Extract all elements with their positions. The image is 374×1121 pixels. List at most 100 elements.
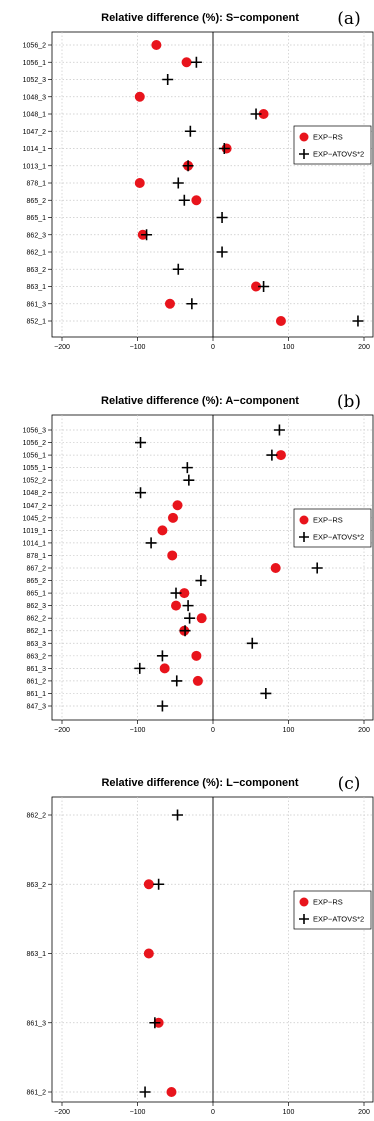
- y-tick-label: 867_2: [27, 566, 47, 573]
- point-exp-rs: [275, 450, 286, 461]
- x-tick-label: 200: [358, 1109, 370, 1116]
- y-tick-label: 861_3: [27, 301, 47, 308]
- legend-box: [293, 125, 372, 165]
- y-tick-label: 1048_2: [23, 490, 46, 497]
- point-exp-rs: [251, 281, 262, 292]
- point-exp-rs: [143, 879, 154, 890]
- y-tick-label: 861_3: [27, 666, 47, 673]
- point-exp-rs: [172, 500, 183, 511]
- point-exp-atovs: [172, 263, 184, 275]
- point-exp-rs: [258, 109, 269, 119]
- panel-label-c: (c): [338, 774, 361, 794]
- point-exp-atovs: [162, 74, 174, 85]
- y-tick-label: 1045_2: [23, 515, 46, 522]
- x-tick-label: −100: [130, 1109, 146, 1116]
- x-tick-label: 100: [283, 344, 295, 351]
- plot-frame: [51, 796, 374, 1103]
- x-tick-label: 100: [283, 1109, 295, 1116]
- point-exp-atovs: [352, 315, 364, 327]
- panel-label-a: (a): [337, 9, 360, 29]
- point-exp-rs: [167, 550, 178, 561]
- x-tick-label: 0: [211, 344, 215, 351]
- point-exp-atovs: [135, 487, 147, 499]
- point-exp-atovs: [134, 662, 146, 674]
- point-exp-rs: [157, 525, 168, 536]
- point-exp-atovs: [156, 650, 168, 662]
- y-tick-label: 1019_1: [23, 528, 46, 535]
- y-tick-label: 1047_2: [23, 129, 46, 136]
- y-tick-label: 1056_2: [23, 440, 46, 447]
- legend-marker-exp-rs: [299, 897, 309, 907]
- point-exp-atovs: [186, 298, 198, 310]
- legend-label: EXP−RS: [313, 133, 343, 142]
- panel-a-component: Relative difference (%): A−component (b)…: [23, 392, 374, 734]
- x-tick-label: −100: [130, 727, 146, 734]
- point-exp-atovs: [178, 194, 190, 206]
- point-exp-rs: [134, 91, 145, 102]
- point-exp-atovs: [195, 575, 207, 587]
- panel-label-b: (b): [337, 392, 361, 412]
- y-tick-label: 1055_1: [23, 465, 46, 472]
- point-exp-atovs: [171, 675, 183, 687]
- y-tick-label: 861_3: [27, 1020, 47, 1027]
- point-exp-atovs: [183, 474, 195, 486]
- point-exp-atovs: [260, 687, 272, 699]
- point-exp-atovs: [218, 143, 230, 154]
- point-exp-rs: [181, 57, 192, 68]
- legend-label: EXP−ATOVS*2: [313, 915, 364, 924]
- point-exp-atovs: [184, 125, 196, 137]
- y-tick-label: 878_1: [27, 181, 47, 188]
- point-exp-rs: [167, 512, 178, 523]
- y-tick-label: 865_2: [27, 578, 47, 585]
- plot-area-l: 862_2 863_2 863_1 861_3 861_2 −200 −100 0 100 200…: [27, 796, 374, 1116]
- x-tick-label: −200: [54, 1109, 70, 1116]
- legend-label: EXP−ATOVS*2: [313, 150, 364, 159]
- point-exp-rs: [275, 316, 286, 326]
- point-exp-rs: [179, 588, 190, 599]
- x-tick-label: 200: [358, 727, 370, 734]
- y-tick-label: 862_1: [27, 628, 47, 635]
- y-tick-label: 862_3: [27, 232, 47, 239]
- x-tick-label: −200: [54, 344, 70, 351]
- y-tick-label: 1013_1: [23, 163, 46, 170]
- point-exp-atovs: [273, 424, 285, 436]
- point-exp-rs: [191, 195, 202, 206]
- y-tick-label: 862_3: [27, 603, 47, 610]
- x-tick-label: 0: [211, 727, 215, 734]
- point-exp-rs: [191, 650, 202, 661]
- legend-label: EXP−RS: [313, 898, 343, 907]
- y-tick-label: 1056_1: [23, 60, 46, 67]
- point-exp-atovs: [156, 700, 168, 712]
- point-exp-atovs: [246, 637, 258, 649]
- point-exp-atovs: [181, 462, 193, 474]
- y-tick-label: 1052_2: [23, 478, 46, 485]
- y-tick-label: 1056_1: [23, 453, 46, 460]
- point-exp-atovs: [141, 229, 153, 241]
- legend-marker-exp-rs: [299, 132, 309, 142]
- y-tick-label: 863_2: [27, 267, 47, 274]
- point-exp-atovs: [135, 437, 147, 449]
- y-tick-label: 863_3: [27, 641, 47, 648]
- point-exp-atovs: [182, 600, 194, 612]
- point-exp-atovs: [258, 281, 270, 292]
- y-tick-label: 863_2: [27, 882, 47, 889]
- legend-box: [293, 508, 372, 548]
- x-tick-label: −200: [54, 727, 70, 734]
- point-exp-rs: [196, 613, 207, 624]
- legend-marker-exp-atovs: [299, 914, 309, 924]
- point-exp-rs: [166, 1087, 177, 1097]
- legend-marker-exp-atovs: [299, 149, 309, 159]
- title-s: Relative difference (%): S−component: [101, 12, 299, 24]
- y-tick-label: 863_2: [27, 653, 47, 660]
- point-exp-rs: [134, 178, 145, 188]
- y-tick-label: 1047_2: [23, 503, 46, 510]
- point-exp-atovs: [153, 878, 165, 890]
- y-tick-label: 1056_2: [23, 43, 46, 50]
- point-exp-atovs: [216, 212, 228, 223]
- point-exp-atovs: [172, 809, 184, 821]
- point-exp-atovs: [179, 625, 191, 637]
- y-tick-label: 865_1: [27, 591, 47, 598]
- legend-marker-exp-rs: [299, 515, 309, 525]
- panel-l-component: Relative difference (%): L−component (c)…: [27, 774, 374, 1116]
